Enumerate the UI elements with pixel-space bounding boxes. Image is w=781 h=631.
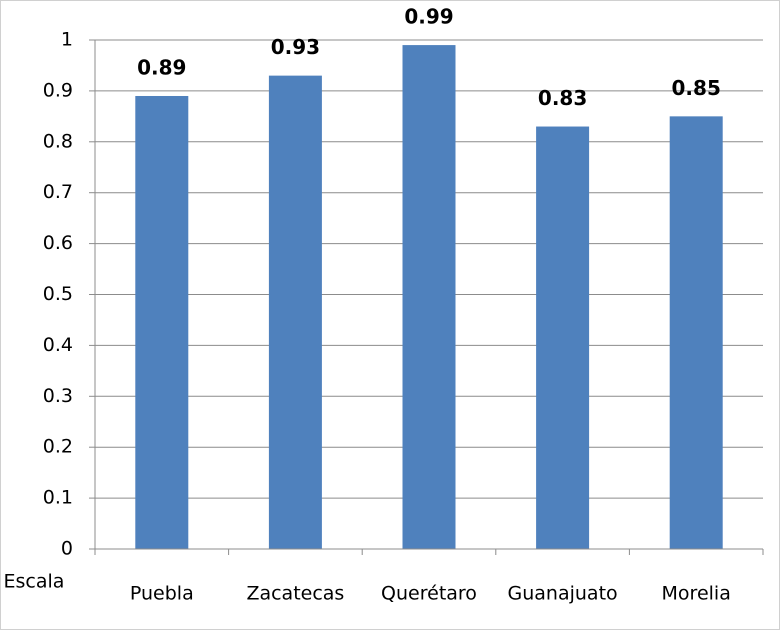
y-tick-label: 0.6 (43, 232, 73, 254)
y-tick-label: 0 (61, 538, 73, 560)
x-tick-label: Morelia (662, 583, 731, 605)
x-tick-label: Zacatecas (246, 583, 344, 605)
y-axis-title: Escala (4, 571, 65, 593)
y-tick-label: 0.7 (43, 181, 73, 203)
y-tick-label: 0.2 (43, 436, 73, 458)
y-tick-label: 0.3 (43, 385, 73, 407)
x-tick-label: Puebla (130, 583, 194, 605)
data-label: 0.89 (137, 55, 186, 79)
y-tick-label: 0.8 (43, 130, 73, 152)
data-label: 0.93 (271, 35, 320, 59)
data-label: 0.99 (404, 5, 453, 29)
y-tick-label: 0.1 (43, 487, 73, 509)
y-tick-label: 0.4 (43, 334, 73, 356)
bar (536, 126, 590, 549)
y-tick-label: 1 (61, 29, 73, 51)
x-tick-label: Querétaro (381, 583, 477, 605)
x-tick-label: Guanajuato (508, 583, 618, 605)
y-tick-label: 0.5 (43, 283, 73, 305)
bar (669, 116, 723, 549)
bar (402, 45, 456, 550)
data-label: 0.83 (538, 86, 587, 110)
bar (268, 75, 322, 549)
bar (135, 95, 189, 550)
data-label: 0.85 (672, 76, 721, 100)
y-tick-label: 0.9 (43, 79, 73, 101)
